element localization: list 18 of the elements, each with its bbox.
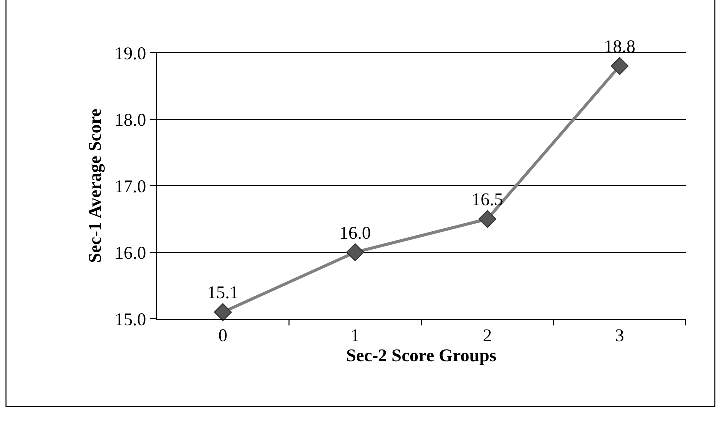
x-tick-label: 1 <box>350 326 360 346</box>
x-tick-label: 3 <box>615 326 624 346</box>
x-axis-title: Sec-2 Score Groups <box>346 346 497 366</box>
x-tick-label: 2 <box>483 326 492 346</box>
y-tick-label: 19.0 <box>114 43 146 64</box>
y-tick-label: 17.0 <box>114 176 146 196</box>
data-label: 16.5 <box>472 190 504 210</box>
data-label: 15.1 <box>207 282 239 303</box>
data-label: 16.0 <box>340 222 372 243</box>
y-tick-label: 16.0 <box>114 242 146 263</box>
point <box>478 210 497 228</box>
y-tick-label: 18.0 <box>114 110 146 130</box>
point <box>214 303 232 322</box>
x-tick-label: 0 <box>218 326 228 346</box>
y-axis-title: Sec-1 Average Score <box>85 108 106 264</box>
point <box>610 57 629 76</box>
point <box>346 244 364 262</box>
y-tick-label: 15.0 <box>114 309 146 330</box>
